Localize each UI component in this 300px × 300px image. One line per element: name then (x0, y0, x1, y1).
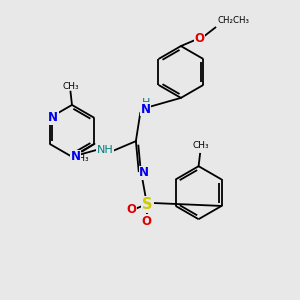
Text: N: N (139, 166, 149, 179)
Text: S: S (142, 197, 153, 212)
Text: CH₃: CH₃ (63, 82, 80, 91)
Text: CH₃: CH₃ (73, 154, 89, 163)
Text: O: O (194, 32, 204, 45)
Text: NH: NH (97, 146, 114, 155)
Text: CH₃: CH₃ (192, 141, 209, 150)
Text: N: N (141, 103, 151, 116)
Text: N: N (70, 150, 80, 163)
Text: O: O (127, 203, 136, 216)
Text: N: N (48, 111, 58, 124)
Text: O: O (141, 215, 151, 228)
Text: H: H (141, 98, 150, 108)
Text: CH₂CH₃: CH₂CH₃ (218, 16, 249, 26)
